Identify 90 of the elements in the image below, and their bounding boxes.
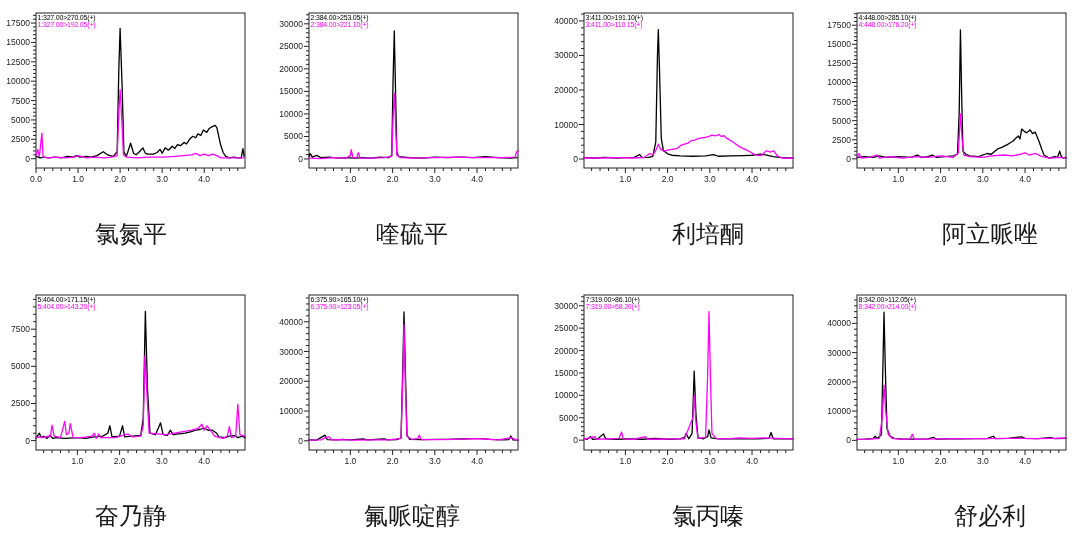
y-tick-label: 30000 bbox=[554, 300, 579, 311]
x-tick-label: 1.0 bbox=[619, 456, 632, 466]
x-tick-label: 4.0 bbox=[1019, 174, 1032, 184]
y-tick-label: 40000 bbox=[279, 316, 304, 327]
y-tick-label: 0 bbox=[298, 153, 304, 164]
text: 舒必利 bbox=[954, 501, 1026, 529]
x-tick-label: 4.0 bbox=[471, 456, 484, 466]
x-tick-label: 2.0 bbox=[113, 456, 126, 466]
text: 利培酮 bbox=[672, 219, 744, 247]
y-tick-label: 7500 bbox=[11, 324, 31, 335]
x-tick-label: 1.0 bbox=[344, 174, 357, 184]
x-tick-label: 1.0 bbox=[619, 174, 632, 184]
x-tick-label: 4.0 bbox=[746, 174, 759, 184]
x-tick-label: 3.0 bbox=[703, 456, 716, 466]
x-tick-label: 2.0 bbox=[661, 174, 674, 184]
x-tick-label: 0.0 bbox=[30, 174, 43, 184]
y-tick-label: 10000 bbox=[827, 77, 852, 88]
y-tick-label: 30000 bbox=[279, 18, 304, 29]
x-tick-label: 4.0 bbox=[1019, 456, 1032, 466]
y-tick-label: 5000 bbox=[284, 131, 304, 142]
y-tick-label: 10000 bbox=[279, 108, 304, 119]
y-tick-label: 15000 bbox=[554, 367, 579, 378]
y-tick-label: 5000 bbox=[559, 412, 579, 423]
y-tick-label: 12500 bbox=[6, 56, 31, 67]
x-tick-label: 2.0 bbox=[934, 174, 947, 184]
y-tick-label: 0 bbox=[298, 435, 304, 446]
x-tick-label: 3.0 bbox=[428, 456, 441, 466]
y-tick-label: 0 bbox=[846, 435, 852, 446]
y-tick-label: 0 bbox=[25, 435, 31, 446]
y-tick-label: 17500 bbox=[827, 20, 852, 31]
y-tick-label: 12500 bbox=[827, 58, 852, 69]
y-tick-label: 20000 bbox=[827, 376, 852, 387]
text: 氯丙嗪 bbox=[672, 501, 744, 529]
text: 氯氮平 bbox=[95, 219, 167, 247]
x-tick-label: 1.0 bbox=[892, 174, 905, 184]
y-tick-label: 30000 bbox=[279, 346, 304, 357]
x-tick-label: 1.0 bbox=[72, 174, 85, 184]
y-tick-label: 30000 bbox=[554, 50, 579, 61]
y-tick-label: 2500 bbox=[11, 398, 31, 409]
y-tick-label: 5000 bbox=[11, 114, 31, 125]
y-tick-label: 2500 bbox=[832, 134, 852, 145]
y-tick-label: 20000 bbox=[554, 345, 579, 356]
y-tick-label: 10000 bbox=[554, 119, 579, 130]
y-tick-label: 30000 bbox=[827, 347, 852, 358]
x-tick-label: 2.0 bbox=[661, 456, 674, 466]
x-tick-label: 4.0 bbox=[198, 456, 211, 466]
y-tick-label: 5000 bbox=[832, 115, 852, 126]
y-tick-label: 20000 bbox=[554, 84, 579, 95]
x-tick-label: 3.0 bbox=[703, 174, 716, 184]
y-tick-label: 40000 bbox=[554, 15, 579, 26]
text: 氟哌啶醇 bbox=[364, 501, 460, 529]
x-tick-label: 3.0 bbox=[155, 456, 168, 466]
x-tick-label: 1.0 bbox=[344, 456, 357, 466]
y-tick-label: 25000 bbox=[279, 41, 304, 52]
text: 喹硫平 bbox=[376, 219, 448, 247]
y-tick-label: 20000 bbox=[279, 63, 304, 74]
y-tick-label: 10000 bbox=[554, 390, 579, 401]
y-tick-label: 5000 bbox=[11, 361, 31, 372]
x-tick-label: 3.0 bbox=[428, 174, 441, 184]
y-tick-label: 0 bbox=[573, 435, 579, 446]
y-tick-label: 20000 bbox=[279, 376, 304, 387]
y-tick-label: 17500 bbox=[6, 18, 31, 29]
x-tick-label: 3.0 bbox=[156, 174, 169, 184]
x-tick-label: 4.0 bbox=[198, 174, 211, 184]
y-tick-label: 10000 bbox=[279, 406, 304, 417]
text: 阿立哌唑 bbox=[942, 219, 1038, 247]
y-tick-label: 0 bbox=[846, 153, 852, 164]
y-tick-label: 40000 bbox=[827, 318, 852, 329]
x-tick-label: 4.0 bbox=[471, 174, 484, 184]
x-tick-label: 3.0 bbox=[976, 456, 989, 466]
x-tick-label: 1.0 bbox=[892, 456, 905, 466]
y-tick-label: 7500 bbox=[832, 96, 852, 107]
x-tick-label: 1.0 bbox=[71, 456, 84, 466]
y-tick-label: 25000 bbox=[554, 323, 579, 334]
y-tick-label: 2500 bbox=[11, 134, 31, 145]
y-tick-label: 7500 bbox=[11, 95, 31, 106]
y-tick-label: 15000 bbox=[827, 39, 852, 50]
text: 奋乃静 bbox=[95, 501, 167, 529]
y-tick-label: 10000 bbox=[827, 406, 852, 417]
y-tick-label: 0 bbox=[573, 154, 579, 165]
y-tick-label: 0 bbox=[25, 153, 31, 164]
x-tick-label: 2.0 bbox=[114, 174, 127, 184]
x-tick-label: 2.0 bbox=[386, 456, 399, 466]
x-tick-label: 4.0 bbox=[746, 456, 759, 466]
y-tick-label: 15000 bbox=[6, 37, 31, 48]
y-tick-label: 10000 bbox=[6, 76, 31, 87]
x-tick-label: 2.0 bbox=[934, 456, 947, 466]
x-tick-label: 2.0 bbox=[386, 174, 399, 184]
x-tick-label: 3.0 bbox=[976, 174, 989, 184]
y-tick-label: 15000 bbox=[279, 86, 304, 97]
